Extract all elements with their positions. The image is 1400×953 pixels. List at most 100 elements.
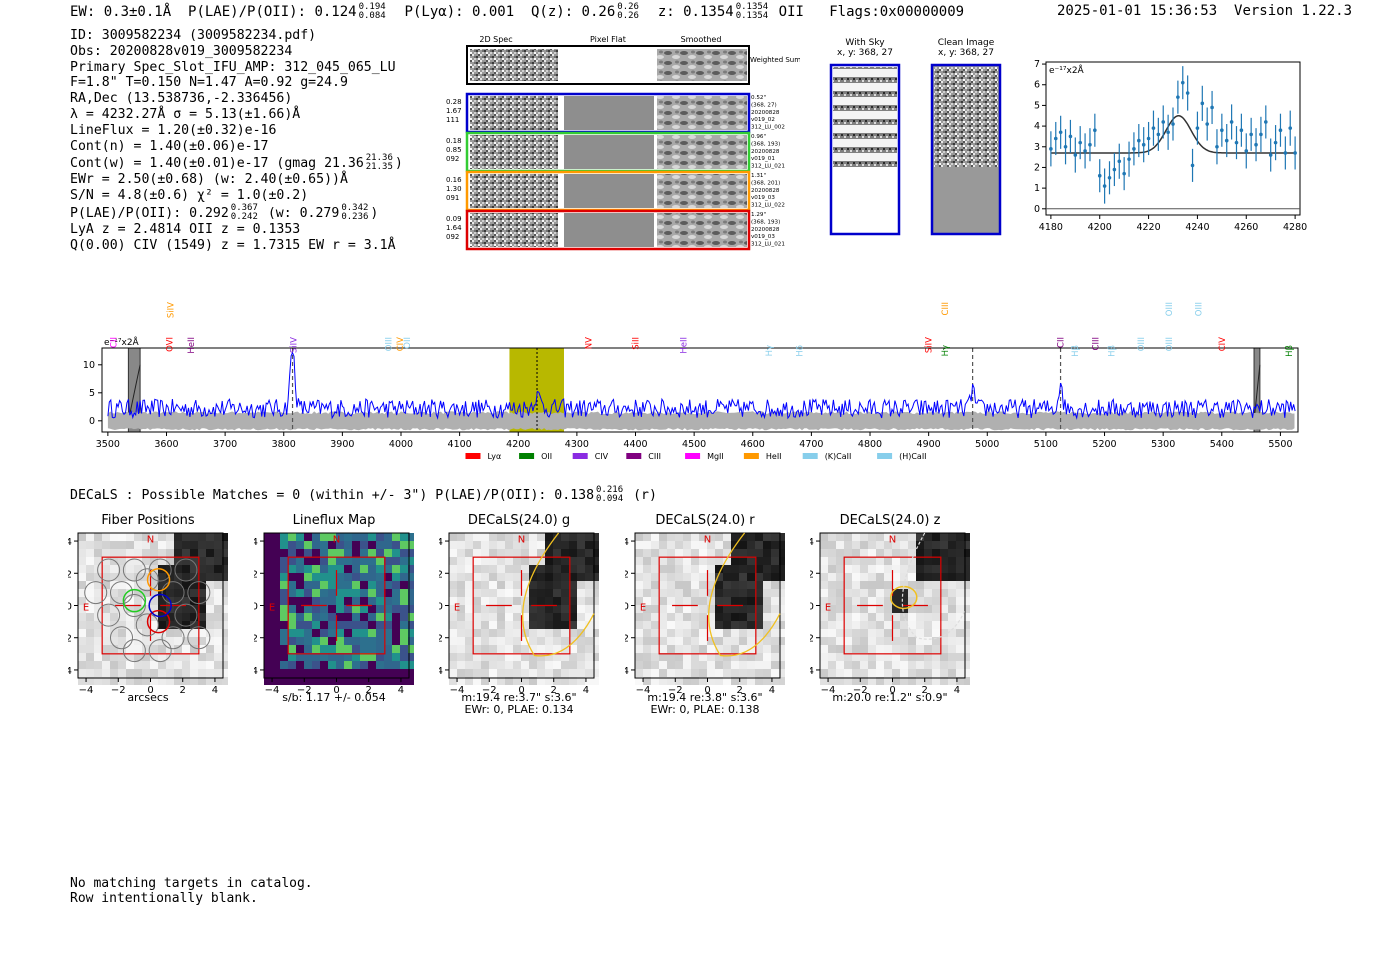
spectrum-line-label: CII xyxy=(110,337,120,348)
fit-point xyxy=(1229,120,1234,124)
fit-point xyxy=(1053,136,1058,141)
decals-xtick-label: 2 xyxy=(551,685,557,696)
spectrum-xtick-label: 5200 xyxy=(1092,439,1116,450)
header-qz: Q(z): 0.26 xyxy=(530,4,616,20)
fiber-circle xyxy=(187,626,211,650)
spec2d-row-right-label: 20200828 xyxy=(751,110,780,116)
fiber-circle xyxy=(174,603,198,627)
fit-point xyxy=(1254,142,1258,147)
decals-ytick-label: 4 xyxy=(810,537,814,548)
header-flags: Flags:0x00000009 xyxy=(829,4,965,20)
spectrum-xtick-label: 5400 xyxy=(1210,439,1234,450)
fit-xtick-label: 4280 xyxy=(1283,222,1307,233)
spectrum-xtick-label: 4400 xyxy=(623,439,647,450)
sky-images xyxy=(829,63,1002,236)
spectrum-legend-item: (H)CaII xyxy=(877,452,927,461)
spec2d-row-left-label: 091 xyxy=(446,194,459,202)
spec2d-row-right-label: v019_01 xyxy=(751,156,775,162)
spectrum-line-label: OVI xyxy=(165,337,175,352)
spectrum-line-label: OIII xyxy=(385,337,395,351)
spectrum-line-label: NV xyxy=(585,337,595,349)
spectrum-legend-item: CIV xyxy=(572,452,609,461)
fit-point xyxy=(1176,95,1180,99)
spectrum-xtick-label: 5300 xyxy=(1151,439,1175,450)
decals-xtick-label: 0 xyxy=(518,685,524,696)
fit-point xyxy=(1288,126,1293,130)
decals-panel-title: Lineflux Map xyxy=(292,513,376,528)
decals-panel-image: N E 4 2 0 −2 −4 −4 −2 0 2 4 xyxy=(68,532,228,696)
spectrum-xtick-label: 5100 xyxy=(1034,439,1058,450)
galaxy-ellipse xyxy=(708,532,781,657)
east-label: E xyxy=(83,602,89,613)
spectrum-xtick-label: 4700 xyxy=(799,439,823,450)
decals-xtick-label: −4 xyxy=(450,685,465,696)
decals-xtick-label: 0 xyxy=(147,685,153,696)
decals-ytick-label: 0 xyxy=(625,602,629,613)
fit-zoom-chart: 4180 4200 4220 4240 4260 4280 0 1 2 3 4 5 6 7 e⁻¹⁷x2Å xyxy=(1034,59,1307,233)
spec2d-row-right-label: v019_03 xyxy=(751,234,775,240)
spectrum-line-label: CIV xyxy=(396,337,406,351)
decals-ytick-label: 2 xyxy=(68,569,72,580)
decals-panel: Fiber Positions N E 4 2 0 −2 −4 −4 −2 0 2 4 arcsecs xyxy=(68,513,228,704)
spec2d-row-right-label: 0.52" xyxy=(751,95,766,101)
full-spectrum-chart: 3500 3600 3700 3800 3900 4000 4100 4200 4300 4400… xyxy=(83,302,1299,461)
spectrum-legend-swatch xyxy=(519,453,535,459)
spectrum-legend-swatch xyxy=(465,453,481,459)
galaxy-contour xyxy=(901,532,966,640)
fit-point xyxy=(1283,151,1288,155)
spec2d-panel: 2D Spec Pixel Flat Smoothed Weighted Sum… xyxy=(446,35,800,251)
decals-xtick-label: 2 xyxy=(366,685,372,696)
fit-point xyxy=(1249,132,1253,137)
spectrum-xtick-label: 4200 xyxy=(506,439,530,450)
fit-point xyxy=(1220,128,1224,133)
east-label: E xyxy=(269,602,275,613)
spectrum-line-label: Hβ xyxy=(1071,345,1081,357)
spectrum-line-label: SiIV xyxy=(290,337,300,353)
decals-caption-line: m:20.0 re:1.2" s:0.9" xyxy=(832,691,948,704)
decals-xtick-label: −2 xyxy=(482,685,497,696)
info-q: Q(0.00) CIV (1549) z = 1.7315 EW r = 3.1… xyxy=(70,237,396,253)
spec2d-row-right-label: 1.31" xyxy=(751,173,766,179)
decals-xtick-label: 2 xyxy=(922,685,928,696)
info-lineflux: LineFlux = 1.20(±0.32)e-16 xyxy=(70,122,277,138)
spectrum-line-label: Hβ xyxy=(1285,345,1295,357)
spectrum-line-label: CIII xyxy=(1092,337,1102,350)
fit-point xyxy=(1161,120,1166,124)
fit-xtick-label: 4180 xyxy=(1039,222,1063,233)
decals-xtick-label: 0 xyxy=(704,685,710,696)
footer-line: Row intentionally blank. xyxy=(70,891,258,906)
east-label: E xyxy=(825,602,831,613)
fit-point xyxy=(1200,101,1205,106)
decals-ytick-label: 4 xyxy=(254,537,258,548)
fit-point xyxy=(1210,105,1214,110)
spectrum-legend-label: CIII xyxy=(648,452,661,461)
fit-point xyxy=(1224,138,1229,143)
fiber-circle-highlight xyxy=(122,588,147,613)
spectrum-ylabel: e⁻¹⁷x2Å xyxy=(104,336,140,348)
fit-xtick-label: 4220 xyxy=(1136,222,1160,233)
decals-panel-caption: s/b: 1.17 +/- 0.054 xyxy=(254,692,414,704)
spectrum-legend-swatch xyxy=(572,453,588,459)
fiber-circle xyxy=(161,626,185,650)
fit-point xyxy=(1088,142,1092,147)
decals-ytick-label: −4 xyxy=(439,666,443,677)
spec2d-row-right-label: v019_02 xyxy=(751,117,775,123)
fiber-circle xyxy=(122,558,146,582)
clean-image-title: Clean Image x, y: 368, 27 xyxy=(937,38,995,58)
decals-panel-image: N E 4 2 0 −2 −4 −4 −2 0 2 4 xyxy=(439,532,599,696)
decals-caption-line: m:19.4 re:3.7" s:3.6" xyxy=(461,691,577,704)
decals-panel-caption: arcsecs xyxy=(68,692,228,704)
spec2d-row-right-label: (368, 193) xyxy=(751,219,780,225)
header-timestamp: 2025-01-01 15:36:53 Version 1.22.3 xyxy=(1057,3,1352,19)
galaxy-ellipse xyxy=(522,532,595,657)
fit-point xyxy=(1239,128,1244,133)
fiber-circle xyxy=(122,639,146,663)
east-label: E xyxy=(454,602,460,613)
fit-point xyxy=(1097,173,1102,178)
header-z-line: OII xyxy=(778,4,804,20)
spectrum-line-label: SiII xyxy=(632,337,642,350)
spectrum-noise-envelope xyxy=(107,411,1295,431)
spec2d-row-frame xyxy=(465,209,751,251)
